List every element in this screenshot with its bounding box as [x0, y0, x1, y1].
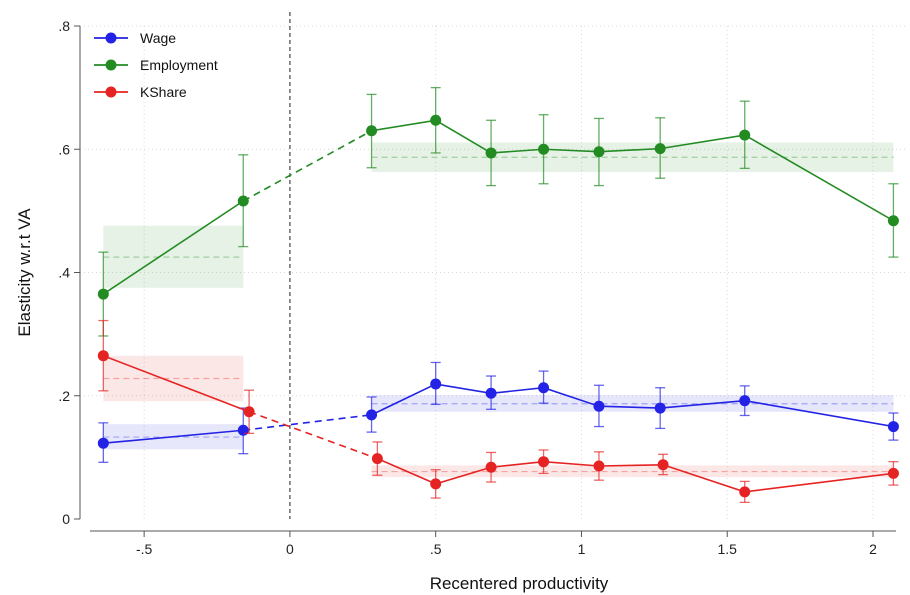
x-tick-label: 2 [869, 541, 877, 557]
kshare-band-low [103, 355, 244, 402]
kshare-point [430, 478, 442, 490]
employment-point [593, 146, 605, 158]
x-tick-label: 1 [578, 541, 586, 557]
wage-line-connector [243, 414, 372, 432]
employment-band-low [103, 225, 244, 288]
x-tick-label: 0 [286, 541, 294, 557]
employment-point [538, 143, 550, 155]
employment-point [366, 125, 378, 137]
kshare-point [657, 459, 669, 471]
x-tick-label: 1.5 [718, 541, 738, 557]
y-axis-title: Elasticity w.r.t VA [15, 208, 34, 337]
employment-band-high [371, 142, 894, 173]
employment-point [654, 143, 666, 155]
kshare-point [739, 486, 751, 498]
wage-point [485, 387, 497, 399]
kshare-line-low [103, 354, 250, 413]
wage-point [887, 421, 899, 433]
employment-line-high [371, 119, 894, 222]
wage-point [538, 382, 550, 394]
legend: Wage Employment KShare [94, 30, 218, 100]
wage-point [739, 395, 751, 407]
kshare-point [243, 406, 255, 418]
employment-point [485, 147, 497, 159]
legend-kshare-label: KShare [140, 84, 187, 100]
y-tick-label: .4 [58, 265, 70, 281]
x-axis-title: Recentered productivity [430, 574, 609, 593]
y-tick-label: .2 [58, 388, 70, 404]
kshare-point [887, 467, 899, 479]
wage-point [366, 409, 378, 421]
x-tick-label: -.5 [136, 541, 153, 557]
kshare-line-connector [248, 411, 378, 460]
employment-point [887, 215, 899, 227]
wage-point [430, 378, 442, 390]
x-tick-label: .5 [430, 541, 442, 557]
kshare-point [371, 453, 383, 465]
confidence-bands [103, 142, 894, 478]
series-layer [97, 86, 899, 504]
legend-wage-marker [105, 32, 117, 44]
kshare-band-high [371, 465, 894, 478]
wage-point [97, 437, 109, 449]
kshare-point [538, 456, 550, 468]
employment-point [97, 288, 109, 300]
legend-kshare-marker [105, 86, 117, 98]
y-tick-label: 0 [62, 511, 70, 527]
wage-line-low [103, 429, 244, 444]
wage-point [593, 400, 605, 412]
wage-band-high [371, 395, 894, 412]
axes: 0 .2 .4 .6 .8 -.5 0 .5 1 1.5 2 [58, 18, 896, 557]
kshare-point [593, 460, 605, 472]
employment-point [739, 129, 751, 141]
legend-wage-label: Wage [140, 30, 176, 46]
legend-employment-marker [105, 59, 117, 71]
employment-point [430, 114, 442, 126]
employment-line-low [102, 200, 244, 295]
kshare-line-high [377, 457, 894, 493]
wage-point [654, 402, 666, 414]
y-tick-label: .8 [58, 18, 70, 34]
employment-point [237, 195, 249, 207]
employment-line-connector [242, 130, 372, 202]
kshare-point [485, 461, 497, 473]
kshare-point [97, 350, 109, 362]
wage-point [237, 424, 249, 436]
wage-line-high [371, 383, 894, 428]
legend-employment-label: Employment [140, 57, 218, 73]
y-tick-label: .6 [58, 141, 70, 157]
